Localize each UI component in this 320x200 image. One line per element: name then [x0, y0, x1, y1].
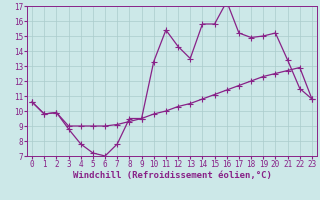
- X-axis label: Windchill (Refroidissement éolien,°C): Windchill (Refroidissement éolien,°C): [73, 171, 271, 180]
